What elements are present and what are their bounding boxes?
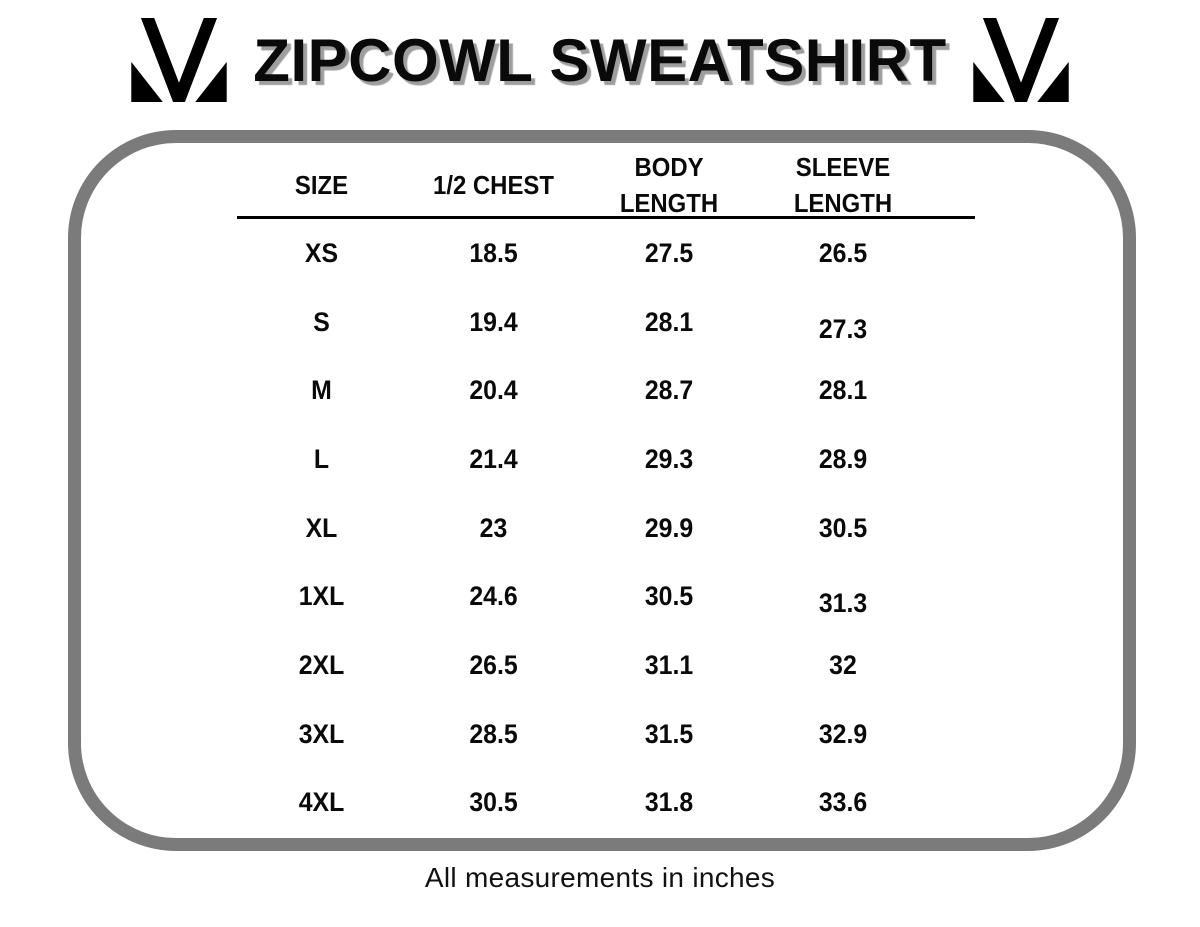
cell-half-chest: 26.5: [469, 649, 518, 680]
page-title: ZIPCOWL SWEATSHIRT: [253, 26, 947, 94]
cell-sleeve-length: 31.3: [818, 588, 868, 619]
cell-half-chest: 30.5: [469, 787, 518, 818]
table-row-xl: XL 23 29.9 30.5: [237, 494, 975, 563]
cell-sleeve-length: 26.5: [818, 237, 868, 268]
table-row-s: S 19.4 28.1 27.3: [237, 288, 975, 357]
cell-body-length: 31.8: [644, 787, 694, 818]
table-row-m: M 20.4 28.7 28.1: [237, 356, 975, 425]
cell-sleeve-length: 32: [829, 649, 857, 680]
brand-m-mark-icon-right: [972, 18, 1069, 102]
cell-half-chest: 20.4: [469, 375, 518, 406]
cell-size: 3XL: [298, 718, 345, 749]
column-header-half-chest: 1/2 CHEST: [433, 169, 554, 200]
cell-half-chest: 23: [479, 512, 508, 543]
cell-body-length: 31.1: [644, 649, 694, 680]
cell-sleeve-length: 30.5: [818, 512, 868, 543]
table-row-l: L 21.4 29.3 28.9: [237, 425, 975, 494]
brand-m-mark-icon-left: [131, 18, 228, 102]
cell-body-length: 29.3: [644, 443, 694, 474]
cell-half-chest: 24.6: [469, 581, 518, 612]
cell-size: 2XL: [298, 649, 345, 680]
cell-body-length: 30.5: [644, 581, 694, 612]
brand-header: ZIPCOWL SWEATSHIRT: [0, 12, 1200, 108]
cell-body-length: 27.5: [644, 237, 694, 268]
column-header-size: SIZE: [294, 169, 349, 200]
cell-size: XS: [304, 237, 339, 268]
cell-sleeve-length: 33.6: [818, 787, 868, 818]
table-row-4xl: 4XL 30.5 31.8 33.6: [237, 769, 975, 838]
cell-body-length: 28.1: [644, 306, 694, 337]
cell-size: 1XL: [298, 581, 345, 612]
table-row-xs: XS 18.5 27.5 26.5: [237, 219, 975, 288]
cell-half-chest: 18.5: [469, 237, 518, 268]
cell-size: 4XL: [298, 787, 345, 818]
cell-half-chest: 28.5: [469, 718, 518, 749]
table-row-3xl: 3XL 28.5 31.5 32.9: [237, 700, 975, 769]
size-chart-frame: SIZE 1/2 CHEST BODY LENGTH SLEEVE LENGTH…: [68, 130, 1136, 851]
cell-half-chest: 19.4: [469, 306, 518, 337]
size-table: SIZE 1/2 CHEST BODY LENGTH SLEEVE LENGTH…: [237, 150, 975, 837]
cell-body-length: 31.5: [644, 718, 694, 749]
cell-sleeve-length: 32.9: [818, 718, 868, 749]
cell-sleeve-length: 28.9: [818, 443, 868, 474]
cell-body-length: 28.7: [644, 375, 694, 406]
table-header-row: SIZE 1/2 CHEST BODY LENGTH SLEEVE LENGTH: [237, 150, 975, 219]
cell-size: XL: [305, 512, 338, 543]
cell-half-chest: 21.4: [469, 443, 518, 474]
cell-size: M: [311, 375, 332, 406]
footer-note: All measurements in inches: [424, 862, 776, 893]
cell-size: L: [313, 443, 330, 474]
cell-body-length: 29.9: [644, 512, 694, 543]
column-header-sleeve-length: SLEEVE LENGTH: [793, 152, 893, 218]
column-header-body-length: BODY LENGTH: [619, 152, 719, 218]
cell-size: S: [313, 306, 330, 337]
cell-sleeve-length: 27.3: [818, 313, 868, 344]
table-row-1xl: 1XL 24.6 30.5 31.3: [237, 562, 975, 631]
table-row-2xl: 2XL 26.5 31.1 32: [237, 631, 975, 700]
cell-sleeve-length: 28.1: [818, 375, 868, 406]
